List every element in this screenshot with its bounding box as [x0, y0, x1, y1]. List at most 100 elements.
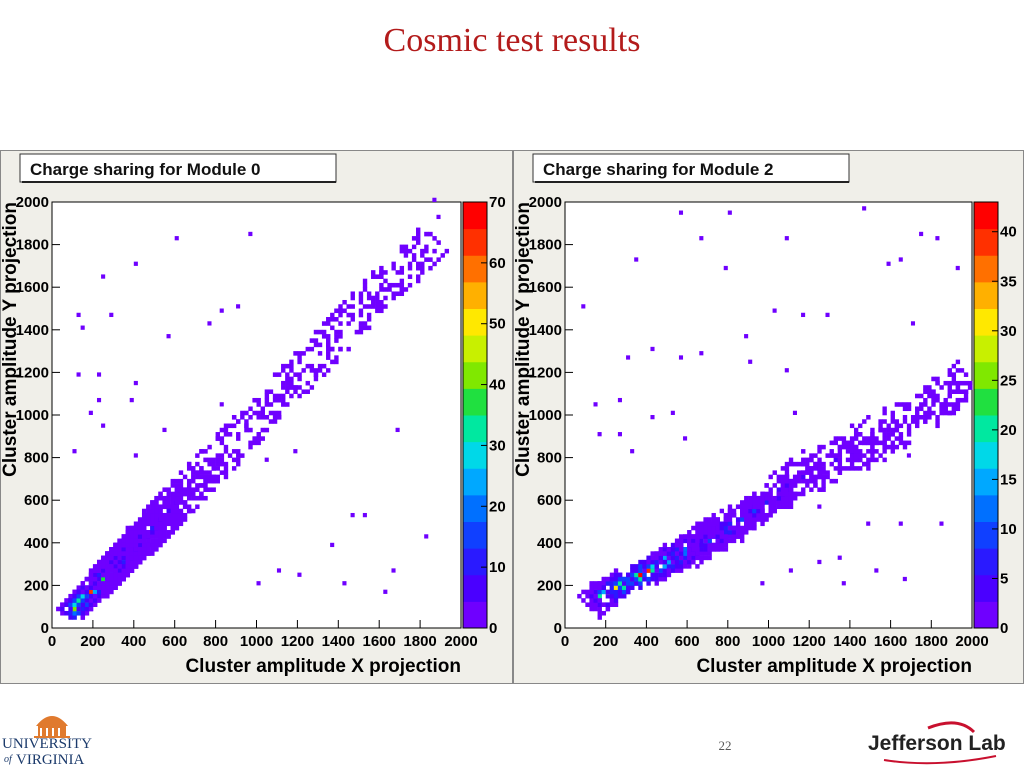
heatmap-bin: [927, 415, 932, 420]
heatmap-bin: [293, 372, 298, 377]
heatmap-bin: [638, 559, 643, 565]
heatmap-bin: [678, 564, 684, 569]
heatmap-bin: [170, 495, 175, 501]
heatmap-bin: [68, 593, 73, 599]
heatmap-bin: [805, 461, 810, 467]
x-axis-label: Cluster amplitude X projection: [696, 656, 972, 677]
heatmap-bin: [621, 589, 627, 595]
heatmap-bin: [740, 508, 745, 514]
heatmap-bin: [231, 415, 237, 420]
heatmap-bin: [882, 419, 887, 424]
heatmap-bin: [585, 602, 590, 607]
heatmap-outlier-bin: [784, 236, 789, 241]
heatmap-bin: [407, 248, 413, 254]
heatmap-bin: [678, 534, 684, 539]
heatmap-bin: [244, 419, 249, 424]
heatmap-bin: [801, 470, 806, 475]
heatmap-bin: [137, 521, 143, 527]
heatmap-bin: [154, 504, 159, 510]
heatmap-bin: [158, 504, 163, 510]
heatmap-bin: [416, 236, 421, 241]
heatmap-bin: [154, 538, 159, 544]
heatmap-bin: [248, 427, 253, 433]
heatmap-bin: [158, 538, 163, 544]
heatmap-bin: [264, 397, 270, 403]
heatmap-bin: [166, 534, 171, 539]
heatmap-bin: [935, 376, 940, 382]
heatmap-bin: [375, 274, 380, 279]
heatmap-bin: [760, 517, 765, 522]
heatmap-bin: [88, 598, 94, 603]
heatmap-bin: [813, 474, 818, 480]
heatmap-bin: [882, 449, 887, 454]
heatmap-bin: [199, 449, 204, 454]
heatmap-bin: [203, 457, 208, 463]
heatmap-bin: [915, 415, 920, 420]
heatmap-bin: [959, 380, 965, 386]
heatmap-bin: [326, 321, 331, 326]
heatmap-bin: [236, 457, 241, 463]
y-tick-label: 1000: [16, 407, 49, 424]
heatmap-bin: [166, 530, 171, 535]
heatmap-bin: [849, 461, 855, 467]
heatmap-bin: [154, 525, 159, 531]
heatmap-bin: [923, 385, 928, 390]
heatmap-bin: [817, 487, 822, 492]
heatmap-bin: [195, 470, 200, 475]
heatmap-bin: [719, 508, 725, 514]
heatmap-bin: [133, 551, 139, 556]
heatmap-bin: [117, 547, 122, 552]
heatmap-bin: [801, 461, 806, 467]
heatmap-bin: [219, 427, 225, 433]
heatmap-bin: [109, 559, 114, 565]
heatmap-bin: [748, 517, 753, 522]
heatmap-bin: [109, 551, 114, 556]
heatmap-bin: [68, 606, 73, 612]
heatmap-bin: [101, 589, 106, 595]
heatmap-bin: [231, 457, 237, 463]
heatmap-bin: [756, 508, 761, 514]
heatmap-bin: [613, 589, 619, 595]
heatmap-bin: [870, 440, 875, 446]
heatmap-bin: [191, 508, 196, 514]
heatmap-bin: [240, 410, 245, 416]
heatmap-bin: [703, 525, 708, 531]
heatmap-bin: [829, 449, 834, 454]
heatmap-bin: [321, 321, 327, 326]
heatmap-bin: [170, 517, 175, 522]
heatmap-bin: [772, 508, 777, 514]
heatmap-bin: [825, 453, 830, 458]
heatmap-bin: [674, 555, 680, 561]
heatmap-bin: [219, 453, 225, 458]
heatmap-bin: [817, 457, 822, 463]
heatmap-bin: [951, 389, 957, 394]
rotunda-icon: UNIVERSITY of VIRGINIA: [2, 716, 92, 768]
heatmap-outlier-bin: [166, 334, 171, 339]
heatmap-bin: [244, 427, 249, 433]
heatmap-bin: [285, 380, 290, 386]
heatmap-bin: [121, 576, 126, 582]
heatmap-bin: [321, 329, 327, 335]
heatmap-bin: [338, 329, 343, 335]
heatmap-bin: [252, 397, 257, 403]
heatmap-bin: [703, 538, 708, 544]
heatmap-bin: [272, 372, 278, 377]
heatmap-bin: [285, 385, 290, 390]
heatmap-bin: [833, 466, 838, 471]
heatmap-bin: [170, 500, 175, 505]
heatmap-bin: [919, 393, 924, 399]
heatmap-bin: [358, 295, 364, 301]
colorbar-frame: [973, 201, 999, 629]
heatmap-bin: [967, 385, 973, 390]
heatmap-bin: [158, 512, 163, 518]
heatmap-bin: [609, 576, 615, 582]
heatmap-bin: [326, 342, 331, 348]
heatmap-bin: [428, 257, 433, 262]
heatmap-bin: [248, 406, 253, 412]
heatmap-bin: [182, 517, 188, 522]
heatmap-bin: [101, 568, 106, 573]
heatmap-bin: [424, 257, 429, 262]
heatmap-bin: [137, 555, 143, 561]
heatmap-outlier-bin: [80, 325, 85, 330]
heatmap-bin: [162, 530, 167, 535]
